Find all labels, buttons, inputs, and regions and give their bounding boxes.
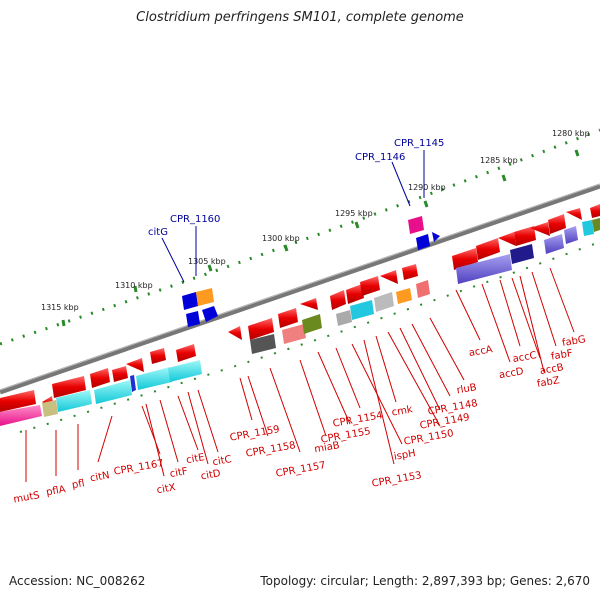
gene-label: CPR_1159 <box>229 424 281 444</box>
gene-label: CPR_1160 <box>170 214 220 225</box>
gene-label: CPR_1167 <box>113 458 165 478</box>
gene-label: citN <box>89 470 110 484</box>
accession-text: Accession: NC_008262 <box>9 574 146 588</box>
gene-label: accA <box>468 344 494 359</box>
gene-label: citG <box>148 227 168 238</box>
gene-label: CPR_1153 <box>371 470 423 490</box>
gene-label: CPR_1158 <box>245 440 297 460</box>
gene-label: citX <box>156 482 177 496</box>
tick-label: 1310 kbp <box>115 281 153 290</box>
leader-lines-top <box>161 150 425 283</box>
gene-label: CPR_1146 <box>355 152 405 163</box>
tick-label: 1280 kbp <box>552 129 590 138</box>
gene-blocks-reverse <box>0 204 600 426</box>
inner-dots <box>19 241 600 433</box>
gene-label: CPR_1155 <box>320 426 372 446</box>
gene-label: pfl <box>71 478 85 491</box>
tick-label: 1285 kbp <box>480 156 518 165</box>
tick-label: 1305 kbp <box>188 257 226 266</box>
gene-label: ispH <box>393 448 416 463</box>
gene-label: CPR_1150 <box>403 428 455 448</box>
gene-label: accC <box>512 350 538 365</box>
tick-label: 1300 kbp <box>262 234 300 243</box>
tick-labels: 1280 kbp 1285 kbp 1290 kbp 1295 kbp 1300… <box>41 129 590 312</box>
genome-backbone <box>0 183 600 395</box>
gene-label: citD <box>200 468 222 482</box>
gene-label: citE <box>185 452 205 466</box>
tick-label: 1295 kbp <box>335 209 373 218</box>
gene-label: mutS <box>13 490 41 505</box>
gene-label: CPR_1145 <box>394 138 444 149</box>
gene-label: citC <box>212 454 233 468</box>
tick-label: 1315 kbp <box>41 303 79 312</box>
gene-label: fabZ <box>536 375 561 390</box>
gene-label: CPR_1157 <box>275 460 327 480</box>
gene-label: citF <box>169 466 189 480</box>
gene-label: CPR_1154 <box>332 410 384 430</box>
gene-label: fabF <box>550 348 574 363</box>
gene-label: rluB <box>456 382 478 396</box>
gene-label: miaB <box>313 440 340 455</box>
gene-labels-top: CPR_1145 CPR_1146 CPR_1160 citG <box>148 138 444 238</box>
gene-label: accD <box>498 366 525 381</box>
map-title: Clostridium perfringens SM101, complete … <box>136 10 464 25</box>
gene-label: fabG <box>561 334 586 349</box>
topology-text: Topology: circular; Length: 2,897,393 bp… <box>260 574 590 588</box>
leader-lines <box>25 267 575 482</box>
tick-label: 1290 kbp <box>408 183 446 192</box>
gene-label: accB <box>539 362 565 377</box>
gene-label: pflA <box>45 484 66 498</box>
gene-blocks-forward <box>182 216 440 327</box>
gene-label: cmk <box>391 404 414 419</box>
tick-marks <box>61 149 580 327</box>
